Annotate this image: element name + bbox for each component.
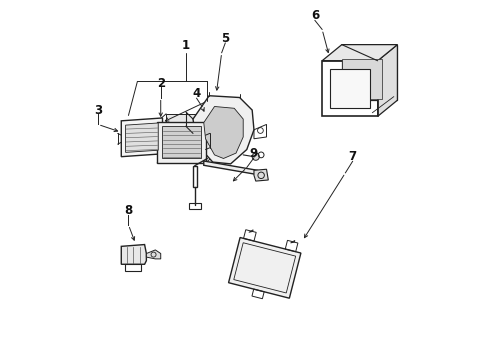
Polygon shape <box>193 96 254 164</box>
Text: 4: 4 <box>193 87 201 100</box>
Text: 6: 6 <box>311 9 319 22</box>
Polygon shape <box>147 250 161 259</box>
Polygon shape <box>162 126 201 158</box>
Circle shape <box>252 153 259 160</box>
Polygon shape <box>342 45 397 100</box>
Polygon shape <box>122 244 147 264</box>
Polygon shape <box>122 118 163 157</box>
Polygon shape <box>378 45 397 116</box>
Polygon shape <box>322 45 397 61</box>
Text: 2: 2 <box>157 77 165 90</box>
Polygon shape <box>157 122 205 163</box>
Polygon shape <box>125 123 158 152</box>
Text: 9: 9 <box>250 147 258 159</box>
Text: 3: 3 <box>94 104 102 117</box>
Polygon shape <box>254 169 269 181</box>
Polygon shape <box>166 114 215 155</box>
Polygon shape <box>330 69 370 108</box>
Text: 1: 1 <box>182 39 190 52</box>
Text: 7: 7 <box>348 150 357 163</box>
Polygon shape <box>342 59 382 99</box>
Polygon shape <box>228 238 301 298</box>
Text: 8: 8 <box>124 204 133 217</box>
Polygon shape <box>204 161 258 175</box>
Polygon shape <box>204 107 243 158</box>
Text: 5: 5 <box>221 32 229 45</box>
